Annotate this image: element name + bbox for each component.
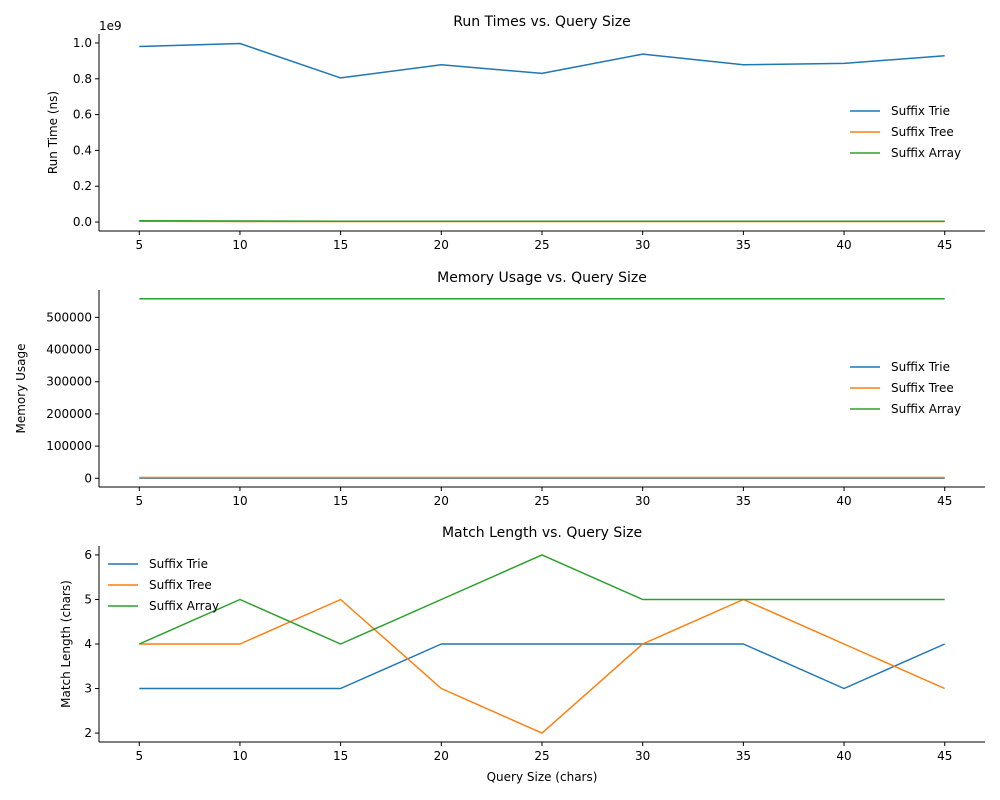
y-tick-label: 400000 (46, 343, 92, 357)
x-tick-label: 20 (434, 494, 449, 508)
legend-label: Suffix Trie (891, 360, 950, 374)
y-tick-label: 0.0 (73, 215, 92, 229)
chart-title: Run Times vs. Query Size (453, 14, 631, 30)
legend-label: Suffix Tree (149, 578, 212, 592)
y-tick-label: 200000 (46, 407, 92, 421)
series-line (139, 42, 945, 79)
y-tick-label: 0 (84, 471, 92, 485)
x-tick-label: 35 (736, 238, 751, 252)
x-tick-label: 30 (635, 238, 650, 252)
y-axis-label: Match Length (chars) (59, 580, 73, 708)
x-tick-label: 20 (434, 238, 449, 252)
x-tick-label: 25 (534, 238, 549, 252)
y-tick-label: 0.4 (73, 143, 92, 157)
x-axis-label: Query Size (chars) (487, 770, 598, 784)
x-tick-label: 5 (135, 749, 143, 763)
chart-title: Memory Usage vs. Query Size (437, 270, 647, 286)
y-offset-label: 1e9 (99, 19, 122, 33)
x-tick-label: 5 (135, 494, 143, 508)
y-tick-label: 0.8 (73, 72, 92, 86)
legend-label: Suffix Trie (149, 557, 208, 571)
y-tick-label: 5 (84, 592, 92, 606)
y-tick-label: 0.2 (73, 179, 92, 193)
y-axis-label: Memory Usage (14, 343, 28, 433)
x-tick-label: 25 (534, 494, 549, 508)
x-tick-label: 15 (333, 494, 348, 508)
x-tick-label: 30 (635, 749, 650, 763)
y-tick-label: 2 (84, 726, 92, 740)
y-tick-label: 500000 (46, 310, 92, 324)
memory-usage-panel: Memory Usage vs. Query Size Memory Usage… (14, 270, 985, 508)
run-time-panel: Run Times vs. Query Size Run Time (ns) 1… (46, 14, 985, 252)
x-tick-label: 15 (333, 238, 348, 252)
series-line (138, 554, 945, 645)
chart-title: Match Length vs. Query Size (442, 525, 642, 541)
x-tick-label: 40 (836, 749, 851, 763)
legend-label: Suffix Array (149, 599, 219, 613)
y-axis-label: Run Time (ns) (46, 91, 60, 174)
x-tick-label: 35 (736, 749, 751, 763)
y-tick-label: 0.6 (73, 108, 92, 122)
x-tick-label: 5 (135, 238, 143, 252)
legend-label: Suffix Array (891, 146, 961, 160)
x-tick-label: 10 (232, 238, 247, 252)
x-tick-label: 10 (232, 749, 247, 763)
x-tick-label: 10 (232, 494, 247, 508)
x-tick-label: 40 (836, 494, 851, 508)
y-tick-label: 100000 (46, 439, 92, 453)
legend-label: Suffix Array (891, 402, 961, 416)
legend-label: Suffix Tree (891, 381, 954, 395)
y-tick-label: 6 (84, 548, 92, 562)
legend-label: Suffix Tree (891, 125, 954, 139)
y-tick-label: 300000 (46, 375, 92, 389)
x-tick-label: 45 (937, 238, 952, 252)
series-line (139, 643, 946, 690)
x-tick-label: 20 (434, 749, 449, 763)
legend-label: Suffix Trie (891, 104, 950, 118)
x-tick-label: 25 (534, 749, 549, 763)
y-tick-label: 1.0 (73, 36, 92, 50)
x-tick-label: 35 (736, 494, 751, 508)
x-tick-label: 15 (333, 749, 348, 763)
x-tick-label: 30 (635, 494, 650, 508)
y-tick-label: 4 (84, 637, 92, 651)
x-tick-label: 40 (836, 238, 851, 252)
x-tick-label: 45 (937, 749, 952, 763)
match-length-panel: Match Length vs. Query Size Match Length… (59, 525, 985, 784)
y-tick-label: 3 (84, 682, 92, 696)
x-tick-label: 45 (937, 494, 952, 508)
series-line (139, 598, 946, 734)
